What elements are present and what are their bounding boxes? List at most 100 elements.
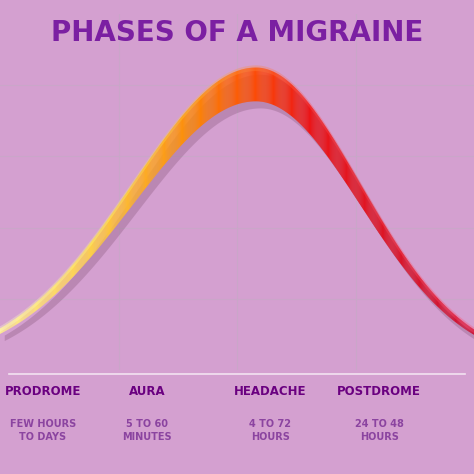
Polygon shape	[263, 68, 264, 102]
Polygon shape	[438, 296, 439, 303]
Polygon shape	[352, 167, 353, 174]
Polygon shape	[296, 86, 297, 93]
Polygon shape	[191, 104, 192, 135]
Polygon shape	[272, 69, 273, 75]
Polygon shape	[273, 69, 274, 75]
Polygon shape	[341, 152, 342, 178]
Polygon shape	[354, 170, 355, 177]
Polygon shape	[440, 298, 441, 305]
Polygon shape	[322, 119, 323, 127]
Polygon shape	[409, 259, 410, 266]
Polygon shape	[81, 252, 82, 259]
Polygon shape	[89, 241, 90, 248]
Polygon shape	[83, 251, 84, 265]
Polygon shape	[279, 74, 280, 108]
Polygon shape	[134, 181, 135, 204]
Polygon shape	[51, 287, 52, 298]
Polygon shape	[443, 301, 444, 308]
Polygon shape	[38, 300, 39, 310]
Polygon shape	[324, 122, 325, 129]
Polygon shape	[302, 95, 303, 127]
Polygon shape	[437, 295, 438, 302]
Polygon shape	[408, 260, 409, 274]
Polygon shape	[103, 222, 104, 229]
Polygon shape	[471, 328, 472, 334]
Polygon shape	[423, 281, 424, 292]
Polygon shape	[177, 121, 178, 150]
Polygon shape	[395, 242, 396, 258]
Polygon shape	[312, 107, 313, 137]
Polygon shape	[35, 301, 36, 307]
Polygon shape	[465, 323, 466, 330]
Polygon shape	[470, 325, 471, 331]
Polygon shape	[56, 283, 57, 294]
Polygon shape	[388, 230, 389, 247]
Polygon shape	[366, 191, 367, 199]
Polygon shape	[102, 226, 103, 243]
Polygon shape	[220, 79, 221, 112]
Polygon shape	[78, 258, 79, 272]
Polygon shape	[427, 283, 428, 290]
Polygon shape	[393, 239, 394, 255]
Polygon shape	[164, 136, 165, 143]
Polygon shape	[110, 213, 111, 220]
Polygon shape	[25, 309, 26, 316]
Polygon shape	[213, 84, 214, 117]
Polygon shape	[440, 301, 441, 310]
Polygon shape	[311, 104, 312, 110]
Polygon shape	[255, 65, 256, 71]
Polygon shape	[260, 65, 261, 72]
Polygon shape	[271, 69, 272, 74]
Polygon shape	[170, 130, 171, 158]
Polygon shape	[319, 115, 320, 122]
Polygon shape	[15, 316, 16, 322]
Polygon shape	[420, 275, 421, 282]
Polygon shape	[354, 172, 355, 196]
Polygon shape	[130, 184, 131, 191]
Polygon shape	[263, 66, 264, 72]
Polygon shape	[129, 186, 130, 193]
Polygon shape	[321, 120, 322, 149]
Polygon shape	[309, 103, 310, 134]
Polygon shape	[419, 273, 420, 281]
Polygon shape	[398, 244, 399, 251]
Polygon shape	[452, 310, 453, 317]
Polygon shape	[154, 150, 155, 157]
Polygon shape	[443, 303, 444, 312]
Polygon shape	[341, 149, 342, 156]
Polygon shape	[182, 115, 183, 145]
Polygon shape	[21, 312, 22, 319]
Polygon shape	[357, 179, 358, 202]
Polygon shape	[272, 71, 273, 105]
Polygon shape	[432, 292, 433, 302]
Polygon shape	[141, 170, 142, 194]
Polygon shape	[30, 307, 31, 315]
Polygon shape	[407, 256, 408, 264]
Polygon shape	[435, 293, 436, 300]
Polygon shape	[157, 145, 158, 152]
Polygon shape	[370, 198, 371, 205]
Polygon shape	[0, 328, 1, 334]
Polygon shape	[336, 142, 337, 169]
Polygon shape	[347, 161, 348, 186]
Polygon shape	[361, 185, 362, 208]
Polygon shape	[338, 145, 339, 152]
Polygon shape	[84, 247, 85, 254]
Polygon shape	[158, 144, 159, 151]
Polygon shape	[1, 325, 2, 331]
Polygon shape	[97, 233, 98, 250]
Polygon shape	[363, 186, 364, 194]
Polygon shape	[351, 167, 352, 192]
Polygon shape	[128, 187, 129, 194]
Polygon shape	[92, 237, 93, 245]
Polygon shape	[180, 117, 181, 146]
Polygon shape	[83, 248, 84, 255]
Polygon shape	[23, 310, 24, 317]
Polygon shape	[287, 81, 288, 114]
Polygon shape	[41, 295, 42, 302]
Polygon shape	[167, 134, 168, 162]
Polygon shape	[276, 73, 277, 107]
Polygon shape	[434, 294, 435, 304]
Polygon shape	[373, 202, 374, 210]
Text: FEW HOURS
TO DAYS: FEW HOURS TO DAYS	[9, 419, 76, 442]
